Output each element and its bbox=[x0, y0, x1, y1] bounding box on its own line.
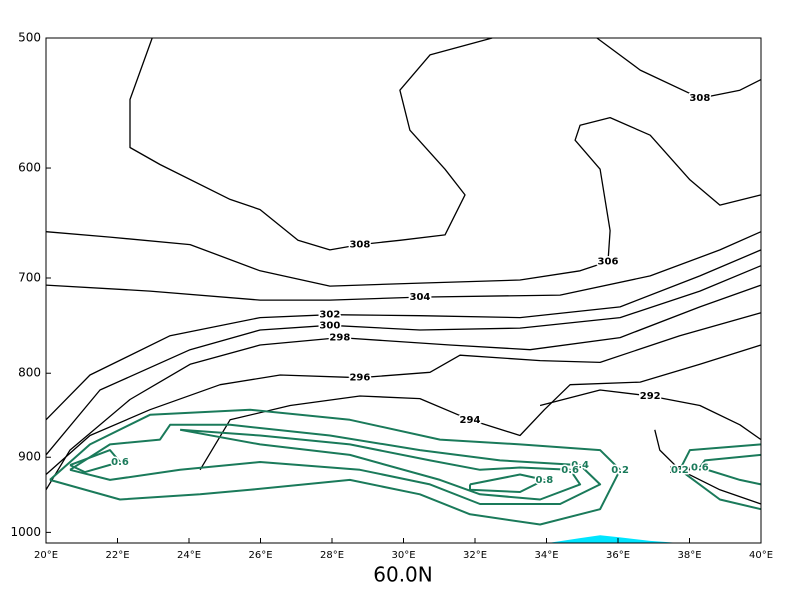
contour-line bbox=[69, 449, 121, 474]
contour-label: 0.6 bbox=[561, 465, 579, 476]
contour-line bbox=[179, 428, 582, 501]
x-tick-label: 38°E bbox=[677, 550, 701, 561]
contour-line bbox=[678, 443, 762, 511]
x-tick-label: 40°E bbox=[749, 550, 773, 561]
chart-title: 60.0N bbox=[373, 563, 433, 587]
contour-label: 298 bbox=[329, 333, 350, 344]
y-tick-label: 900 bbox=[18, 450, 41, 464]
x-tick-label: 26°E bbox=[248, 550, 272, 561]
contour-line bbox=[45, 265, 762, 456]
x-tick-label: 28°E bbox=[320, 550, 344, 561]
contour-line bbox=[129, 37, 493, 251]
contour-label: 302 bbox=[319, 310, 340, 321]
x-tick-label: 24°E bbox=[177, 550, 201, 561]
contour-line bbox=[45, 312, 762, 475]
y-tick-label: 800 bbox=[18, 366, 41, 380]
contour-label: 0.6 bbox=[691, 462, 709, 473]
contour-line bbox=[596, 37, 762, 99]
contour-line bbox=[698, 453, 762, 486]
contour-line bbox=[45, 284, 762, 491]
contour-line bbox=[469, 473, 546, 493]
contour-label: 0.6 bbox=[111, 457, 129, 468]
x-tick-label: 34°E bbox=[534, 550, 558, 561]
x-tick-label: 36°E bbox=[606, 550, 630, 561]
contour-line bbox=[45, 231, 762, 301]
contour-line bbox=[45, 249, 762, 421]
contour-line bbox=[69, 423, 602, 505]
x-tick-label: 22°E bbox=[105, 550, 129, 561]
contour-label: 292 bbox=[640, 391, 661, 402]
terrain-area bbox=[547, 535, 680, 543]
contour-line bbox=[539, 389, 762, 441]
plot-frame bbox=[45, 37, 762, 544]
contour-label: 308 bbox=[349, 240, 370, 251]
contour-label: 296 bbox=[349, 373, 370, 384]
contour-label: 0.2 bbox=[671, 465, 689, 476]
contour-label: 294 bbox=[460, 415, 481, 426]
y-tick-label: 700 bbox=[18, 270, 41, 284]
contour-label: 0.4 bbox=[571, 460, 589, 471]
contour-line bbox=[45, 116, 762, 287]
x-tick-label: 30°E bbox=[391, 550, 415, 561]
contour-label: 300 bbox=[319, 320, 340, 331]
y-tick-label: 1000 bbox=[10, 525, 41, 539]
contour-label: 0.2 bbox=[611, 465, 629, 476]
contour-label: 0.8 bbox=[535, 475, 553, 486]
x-tick-label: 32°E bbox=[463, 550, 487, 561]
x-tick-label: 20°E bbox=[34, 550, 58, 561]
contour-line bbox=[49, 408, 622, 526]
contour-label: 308 bbox=[689, 93, 710, 104]
contour-line bbox=[199, 344, 762, 471]
contour-label: 304 bbox=[410, 292, 431, 303]
contour-label: 306 bbox=[598, 256, 619, 267]
y-tick-label: 600 bbox=[18, 161, 41, 175]
y-tick-label: 500 bbox=[18, 31, 41, 45]
